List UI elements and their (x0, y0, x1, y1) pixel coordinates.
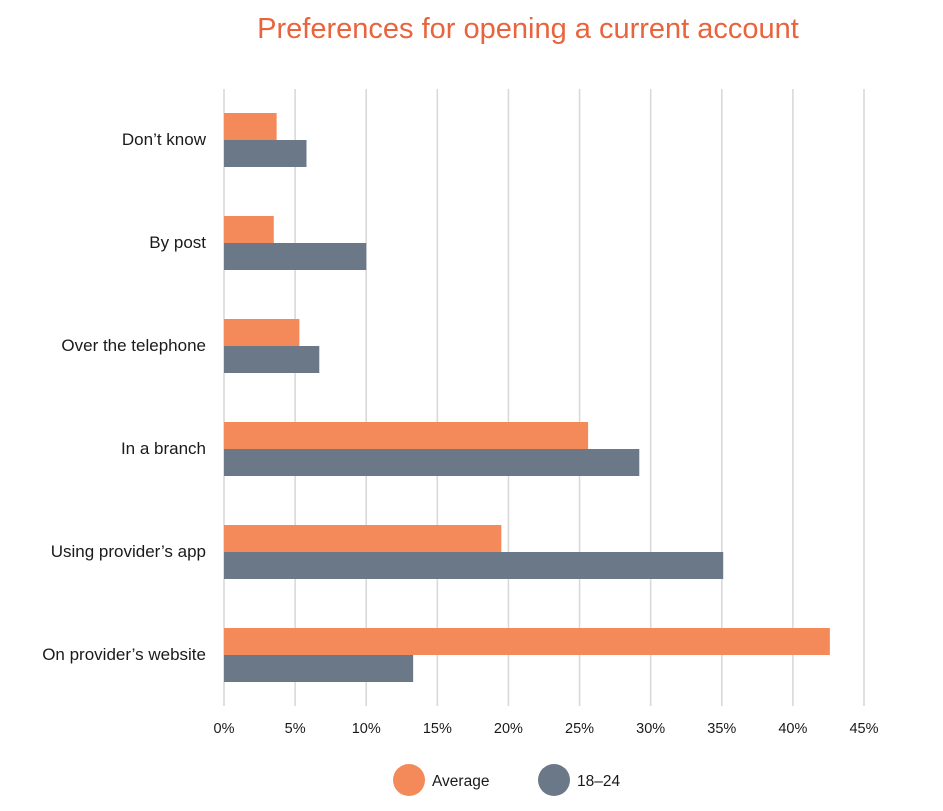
x-tick-label-5: 5% (285, 721, 306, 737)
bar-average-by-post (224, 216, 274, 243)
x-tick-label-45: 45% (849, 721, 878, 737)
bar-18-24-over-the-telephone (224, 346, 320, 373)
x-axis-tick-labels: 0% 5% 10% 15% 20% 25% 30% 35% 40% 45% (214, 721, 879, 737)
category-label-over-the-telephone: Over the telephone (61, 336, 206, 355)
x-tick-label-30: 30% (636, 721, 665, 737)
bar-18-24-on-provider-s-website (224, 655, 414, 682)
legend-swatch-18-24 (538, 764, 570, 796)
legend-label-average: Average (432, 773, 489, 790)
legend-swatch-average (393, 764, 425, 796)
category-label-in-a-branch: In a branch (121, 439, 206, 458)
category-label-by-post: By post (149, 233, 206, 252)
bars (224, 113, 830, 682)
category-label-don-t-know: Don’t know (122, 130, 207, 149)
bar-18-24-in-a-branch (224, 449, 640, 476)
bar-average-in-a-branch (224, 422, 589, 449)
x-tick-label-0: 0% (214, 721, 235, 737)
bar-average-on-provider-s-website (224, 628, 830, 655)
x-tick-label-20: 20% (494, 721, 523, 737)
chart-title: Preferences for opening a current accoun… (257, 13, 799, 45)
bar-average-don-t-know (224, 113, 277, 140)
x-tick-label-15: 15% (423, 721, 452, 737)
legend-label-18-24: 18–24 (577, 773, 620, 790)
bar-18-24-by-post (224, 243, 367, 270)
bar-average-over-the-telephone (224, 319, 300, 346)
bar-18-24-using-provider-s-app (224, 552, 724, 579)
category-labels: Don’t know By post Over the telephone In a … (42, 130, 207, 664)
bar-18-24-don-t-know (224, 140, 307, 167)
x-tick-label-40: 40% (778, 721, 807, 737)
category-label-using-provider-s-app: Using provider’s app (51, 542, 206, 561)
bar-average-using-provider-s-app (224, 525, 502, 552)
legend: Average 18–24 (393, 764, 620, 796)
x-tick-label-10: 10% (352, 721, 381, 737)
gridlines (223, 89, 865, 706)
category-label-on-provider-s-website: On provider’s website (42, 645, 206, 664)
x-tick-label-25: 25% (565, 721, 594, 737)
x-tick-label-35: 35% (707, 721, 736, 737)
